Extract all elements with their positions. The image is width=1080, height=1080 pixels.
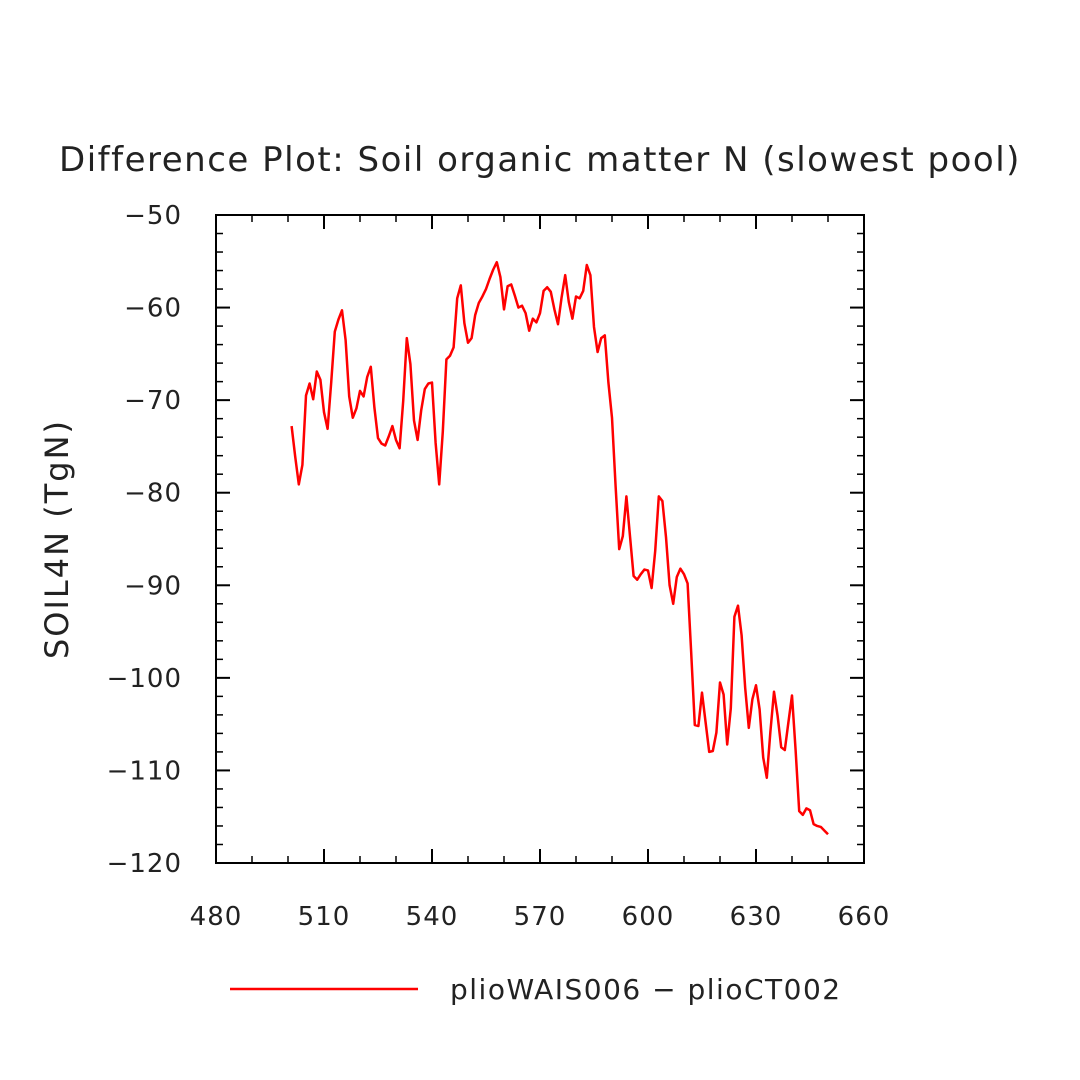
y-axis-label: SOIL4N (TgN) [38,419,76,659]
axis-ticks [215,214,865,864]
series-layer [290,260,829,836]
legend: plioWAIS006 − plioCT002 [230,973,842,1006]
chart-title: Difference Plot: Soil organic matter N (… [59,140,1021,180]
y-tick-label: −60 [124,294,182,324]
series-line [290,260,829,836]
x-tick-label: 540 [406,902,459,932]
x-tick-labels: 480 510 540 570 600 630 660 [190,902,891,932]
y-tick-label: −110 [107,756,182,786]
x-tick-label: 510 [298,902,351,932]
y-tick-label: −80 [124,479,182,509]
x-tick-label: 630 [730,902,783,932]
x-tick-label: 660 [838,902,891,932]
y-tick-label: −50 [124,201,182,231]
y-tick-label: −120 [107,849,182,879]
x-tick-label: 600 [622,902,675,932]
x-tick-label: 480 [190,902,243,932]
y-tick-label: −100 [107,664,182,694]
y-tick-label: −90 [124,571,182,601]
y-tick-labels: −50 −60 −70 −80 −90 −100 −110 −120 [107,201,182,879]
x-tick-label: 570 [514,902,567,932]
legend-entry-label: plioWAIS006 − plioCT002 [450,973,842,1006]
y-tick-label: −70 [124,386,182,416]
